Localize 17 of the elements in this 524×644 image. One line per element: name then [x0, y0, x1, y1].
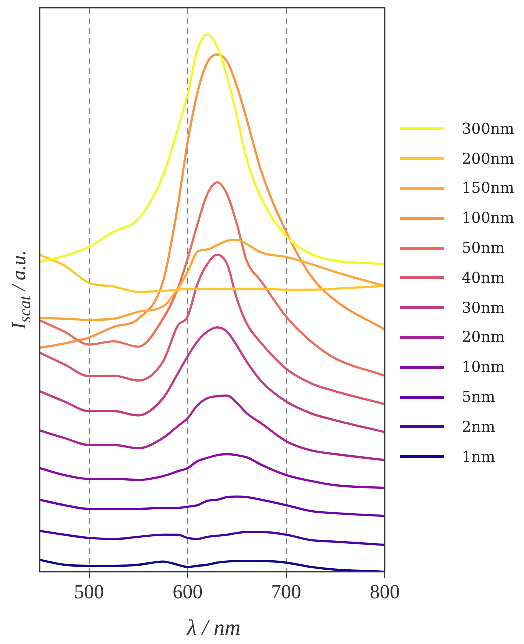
legend-label: 200nm — [462, 150, 515, 168]
legend-label: 1nm — [462, 448, 496, 466]
legend-label: 150nm — [462, 179, 515, 198]
legend-label: 5nm — [462, 388, 496, 406]
legend-label: 10nm — [462, 358, 505, 376]
x-tick-label: 500 — [74, 581, 104, 604]
x-tick-label: 800 — [370, 581, 400, 604]
x-axis-title: λ / nm — [187, 615, 241, 641]
legend-label: 2nm — [462, 418, 496, 436]
legend-label: 50nm — [462, 239, 505, 258]
legend-label: 40nm — [462, 268, 505, 287]
legend-label: 30nm — [462, 298, 505, 317]
x-tick-label: 700 — [271, 581, 302, 604]
legend-label: 300nm — [462, 120, 515, 138]
legend-label: 100nm — [462, 209, 515, 228]
x-tick-label: 600 — [172, 581, 203, 604]
legend-label: 20nm — [462, 328, 505, 346]
